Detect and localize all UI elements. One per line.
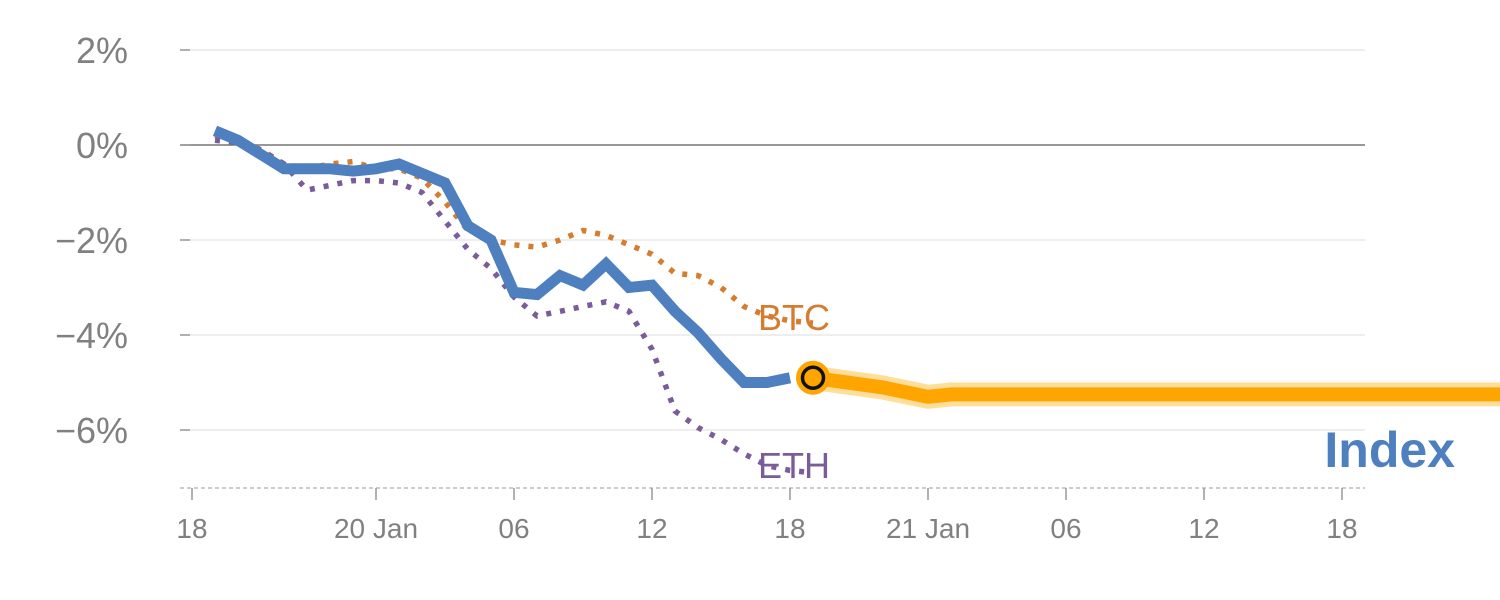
y-axis-ticks: 2% 0% −2% −4% −6% — [55, 30, 190, 451]
x-tick-label: 18 — [176, 513, 207, 544]
eth-series-label: ETH — [758, 445, 830, 486]
y-tick-label: 2% — [76, 30, 128, 71]
x-tick-label: 06 — [1050, 513, 1081, 544]
x-tick-label: 21 Jan — [886, 513, 970, 544]
x-tick-label: 12 — [636, 513, 667, 544]
index-series-label: Index — [1324, 422, 1455, 478]
y-tick-label: −2% — [55, 220, 128, 261]
x-tick-label: 12 — [1188, 513, 1219, 544]
x-tick-label: 20 Jan — [334, 513, 418, 544]
eth-line — [214, 137, 814, 476]
x-tick-label: 18 — [1326, 513, 1357, 544]
y-tick-label: −6% — [55, 410, 128, 451]
current-point-marker — [800, 365, 826, 390]
forecast-line — [812, 370, 1500, 404]
btc-series-label: BTC — [758, 297, 830, 338]
index-line — [212, 125, 792, 388]
x-axis: 18 20 Jan 06 12 18 21 Jan 06 12 18 — [176, 487, 1365, 544]
series-layer — [212, 125, 1500, 476]
x-tick-label: 18 — [774, 513, 805, 544]
y-tick-label: 0% — [76, 125, 128, 166]
x-tick-label: 06 — [498, 513, 529, 544]
y-tick-label: −4% — [55, 315, 128, 356]
grid — [180, 49, 1365, 431]
